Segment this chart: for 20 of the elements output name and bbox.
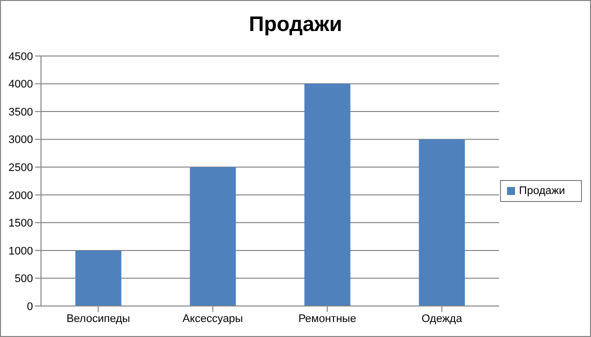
x-tick-label: Одежда bbox=[421, 312, 463, 325]
y-tick-label: 2500 bbox=[8, 162, 33, 174]
y-tick-label: 3000 bbox=[8, 134, 33, 146]
y-tick-label: 2000 bbox=[8, 190, 33, 202]
x-tick-label: Ремонтные bbox=[298, 312, 356, 325]
y-tick-label: 1000 bbox=[8, 245, 33, 258]
bar bbox=[75, 250, 122, 306]
y-tick-label: 0 bbox=[26, 300, 33, 313]
y-tick-label: 4500 bbox=[8, 50, 33, 63]
y-tick-label: 500 bbox=[14, 273, 33, 286]
bar bbox=[304, 84, 350, 306]
bar bbox=[418, 139, 465, 306]
legend-label: Продажи bbox=[519, 185, 565, 197]
bar bbox=[190, 167, 236, 306]
y-tick-label: 1500 bbox=[8, 218, 33, 230]
y-tick-label: 3500 bbox=[8, 106, 33, 118]
x-tick-label: Велосипеды bbox=[66, 312, 130, 325]
y-tick-label: 4000 bbox=[8, 78, 33, 91]
x-tick-label: Аксессуары bbox=[182, 312, 244, 325]
chart-title: Продажи bbox=[248, 13, 344, 37]
